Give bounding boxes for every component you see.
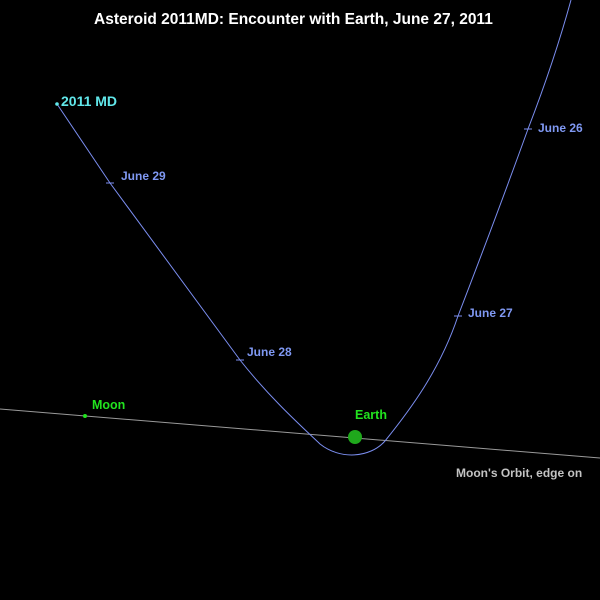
asteroid-marker: [55, 102, 59, 106]
moon-label: Moon: [92, 398, 125, 412]
moon-marker: [83, 414, 87, 418]
earth-label: Earth: [355, 408, 387, 422]
date-tick-marks: [106, 128, 532, 361]
date-label-june-29: June 29: [121, 169, 166, 183]
date-label-june-27: June 27: [468, 306, 513, 320]
asteroid-label: 2011 MD: [61, 93, 117, 109]
moon-orbit-line: [0, 408, 600, 459]
asteroid-trajectory: [56, 0, 572, 456]
diagram-title: Asteroid 2011MD: Encounter with Earth, J…: [94, 11, 493, 28]
date-label-june-26: June 26: [538, 121, 583, 135]
moon-orbit-label: Moon's Orbit, edge on: [456, 466, 582, 480]
earth-marker: [348, 430, 362, 444]
date-label-june-28: June 28: [247, 345, 292, 359]
